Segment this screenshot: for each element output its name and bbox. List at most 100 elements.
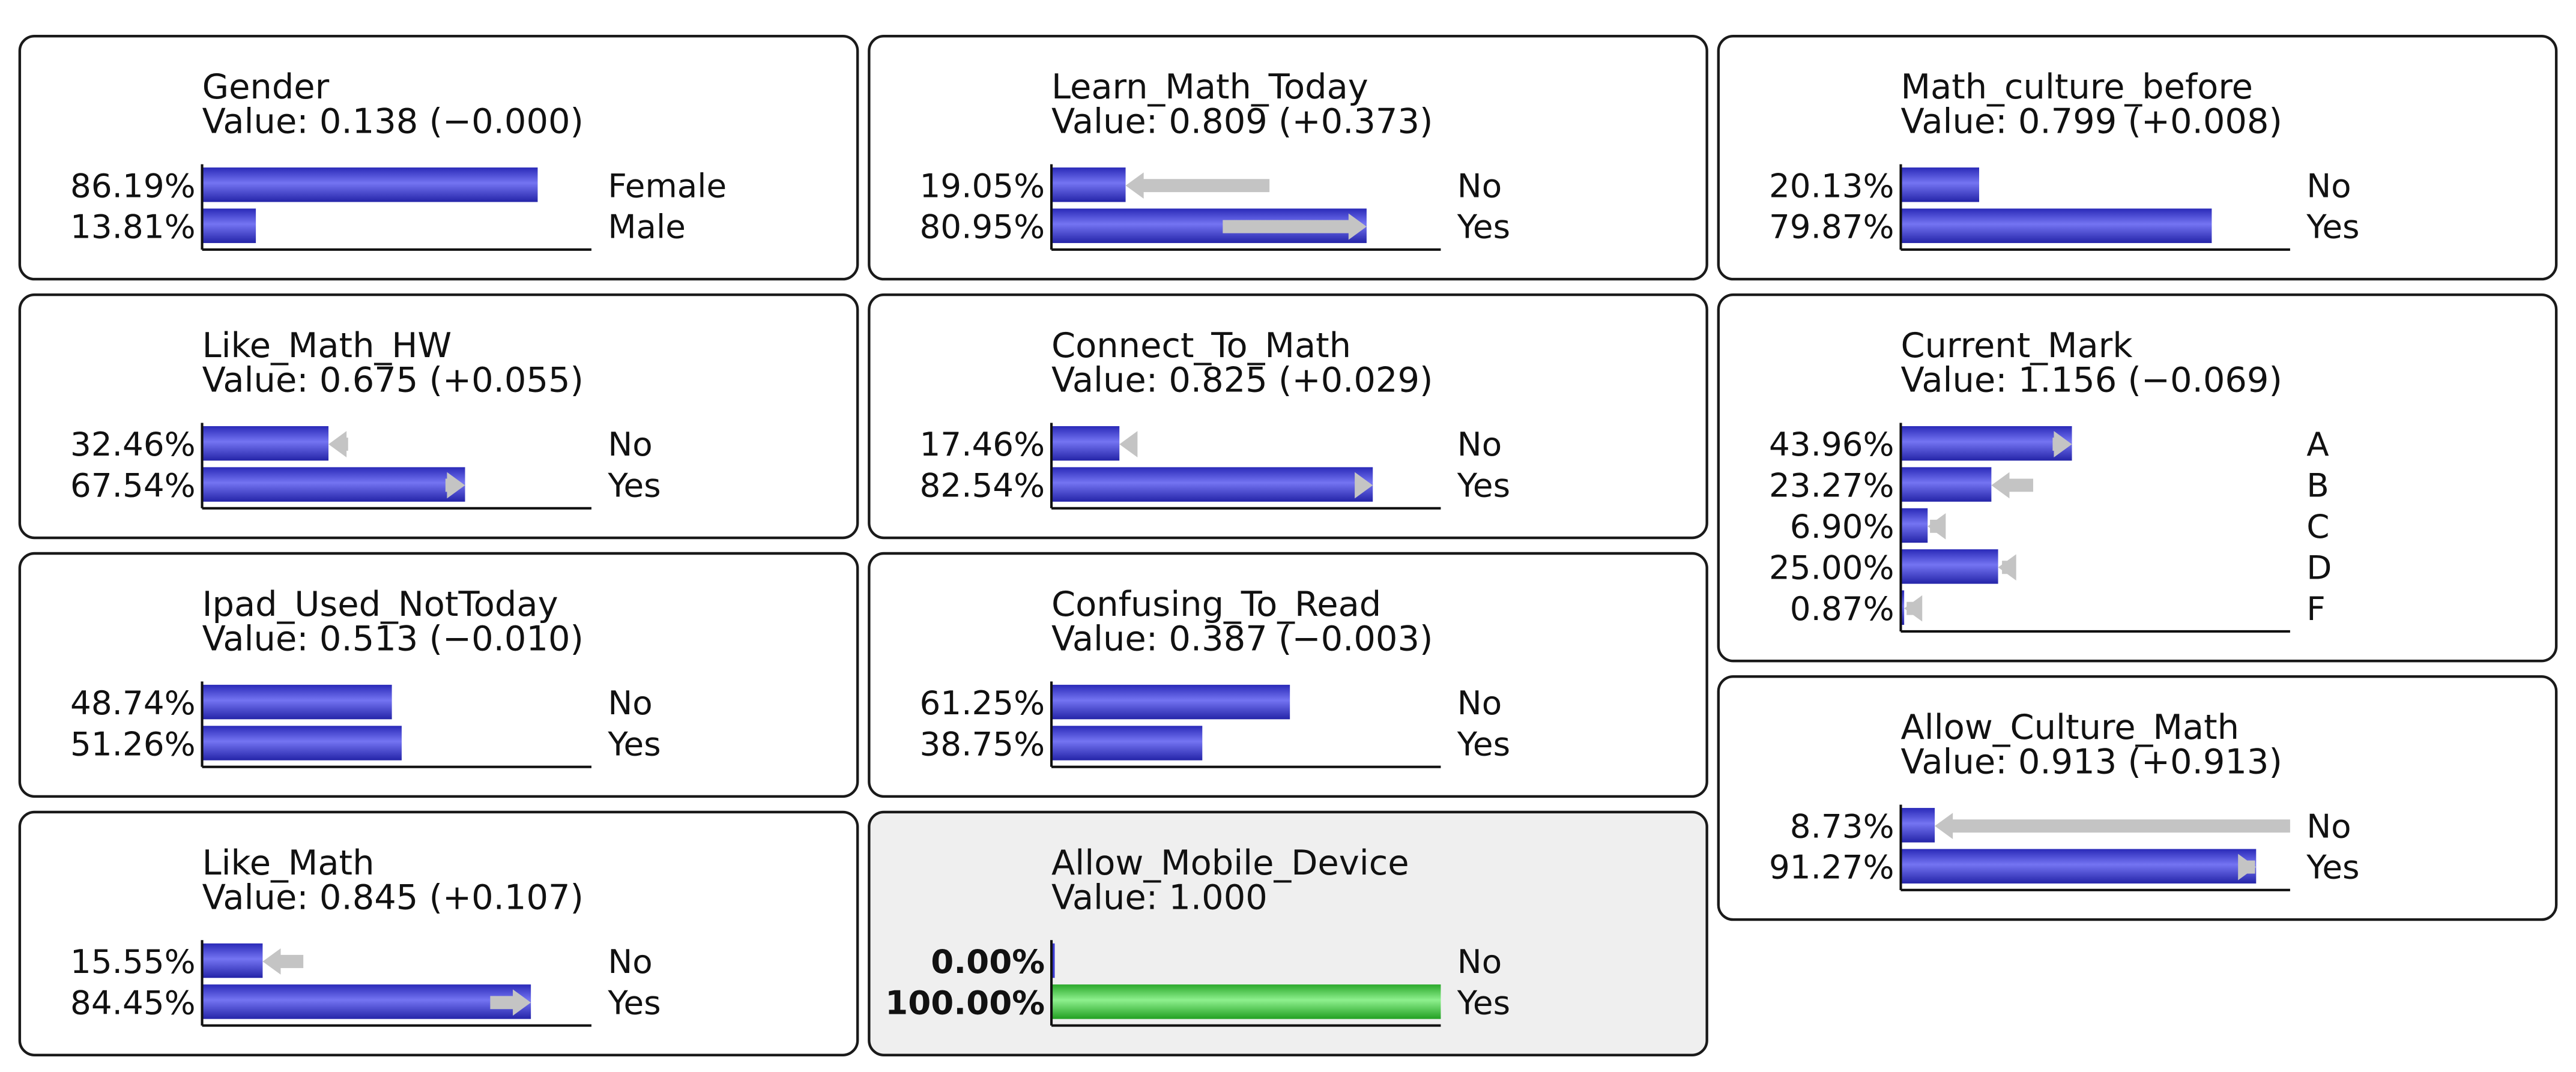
change-arrow bbox=[328, 431, 348, 457]
arrow-head bbox=[1119, 431, 1138, 457]
probability-bar bbox=[1051, 167, 1126, 202]
arrow-head bbox=[2054, 431, 2072, 457]
state-percent: 79.87% bbox=[1769, 208, 1894, 246]
probability-bar bbox=[1900, 808, 1935, 843]
state-percent: 32.46% bbox=[70, 425, 196, 463]
change-arrow bbox=[1998, 554, 2016, 581]
state-percent: 8.73% bbox=[1790, 807, 1894, 845]
state-percent: 100.00% bbox=[885, 983, 1045, 1022]
change-arrow bbox=[1935, 813, 2290, 840]
state-label: No bbox=[1457, 425, 1502, 463]
state-percent: 19.05% bbox=[919, 166, 1045, 205]
probability-bar bbox=[202, 684, 392, 720]
state-label: D bbox=[2306, 548, 2332, 586]
state-label: No bbox=[1457, 684, 1502, 722]
node-value: Value: 0.675 (+0.055) bbox=[202, 360, 584, 400]
arrow-head bbox=[328, 431, 347, 457]
state-percent: 80.95% bbox=[919, 208, 1045, 246]
node-value: Value: 0.799 (+0.008) bbox=[1900, 101, 2282, 142]
probability-bar bbox=[1051, 426, 1120, 461]
change-arrow bbox=[1904, 595, 1923, 622]
state-label: Yes bbox=[607, 725, 661, 763]
node-title: Math_culture_before bbox=[1900, 67, 2253, 107]
state-percent: 86.19% bbox=[70, 166, 196, 205]
probability-bar bbox=[1051, 726, 1203, 760]
state-percent: 15.55% bbox=[70, 942, 196, 981]
state-label: No bbox=[2306, 166, 2351, 205]
state-label: Yes bbox=[607, 983, 661, 1022]
arrow-head bbox=[2238, 854, 2257, 881]
node-title: Current_Mark bbox=[1900, 325, 2133, 366]
arrow-head bbox=[447, 472, 465, 499]
probability-bar bbox=[1900, 208, 2212, 243]
state-percent: 0.00% bbox=[931, 942, 1045, 981]
state-percent: 67.54% bbox=[70, 466, 196, 505]
state-percent: 17.46% bbox=[919, 425, 1045, 463]
node-value: Value: 1.156 (−0.069) bbox=[1900, 360, 2282, 400]
probability-bar bbox=[202, 726, 402, 760]
node-value: Value: 0.913 (+0.913) bbox=[1900, 742, 2282, 782]
state-label: A bbox=[2306, 425, 2329, 463]
state-label: Male bbox=[608, 208, 686, 246]
probability-bar bbox=[1900, 849, 2257, 884]
state-percent: 13.81% bbox=[70, 208, 196, 246]
arrow-head bbox=[1998, 554, 2016, 581]
arrow-head bbox=[262, 948, 281, 975]
node-value: Value: 0.809 (+0.373) bbox=[1051, 101, 1433, 142]
node-title: Like_Math_HW bbox=[202, 325, 452, 366]
node-title: Confusing_To_Read bbox=[1051, 584, 1381, 624]
state-percent: 20.13% bbox=[1769, 166, 1894, 205]
arrow-head bbox=[1991, 472, 2010, 499]
node-value: Value: 0.845 (+0.107) bbox=[202, 877, 584, 917]
change-arrow bbox=[1223, 213, 1367, 240]
probability-bar bbox=[1900, 549, 1998, 584]
probability-bar bbox=[1900, 167, 1980, 202]
state-label: No bbox=[608, 942, 652, 981]
state-label: No bbox=[608, 425, 652, 463]
change-arrow bbox=[262, 948, 304, 975]
state-label: No bbox=[1457, 166, 1502, 205]
node-value: Value: 0.387 (−0.003) bbox=[1051, 618, 1433, 658]
probability-bar bbox=[202, 943, 263, 978]
state-percent: 38.75% bbox=[919, 725, 1045, 763]
state-label: Yes bbox=[607, 466, 661, 505]
node-value: Value: 0.825 (+0.029) bbox=[1051, 360, 1433, 400]
node-title: Allow_Culture_Math bbox=[1900, 707, 2239, 747]
probability-bar bbox=[202, 167, 538, 202]
change-arrow bbox=[2052, 431, 2072, 457]
node-title: Gender bbox=[202, 67, 330, 107]
node-value: Value: 0.513 (−0.010) bbox=[202, 618, 584, 658]
probability-bar bbox=[1900, 467, 1992, 502]
node-value: Value: 1.000 bbox=[1051, 877, 1268, 917]
node-title: Allow_Mobile_Device bbox=[1051, 843, 1409, 883]
change-arrow bbox=[1355, 472, 1373, 499]
state-percent: 23.27% bbox=[1769, 466, 1894, 505]
state-percent: 6.90% bbox=[1790, 507, 1894, 546]
state-percent: 0.87% bbox=[1790, 589, 1894, 628]
state-label: No bbox=[608, 684, 652, 722]
arrow-head bbox=[1935, 813, 1953, 840]
probability-bar bbox=[202, 467, 465, 502]
change-arrow bbox=[445, 472, 465, 499]
state-label: C bbox=[2306, 507, 2329, 546]
probability-bar bbox=[1051, 684, 1290, 720]
state-label: Yes bbox=[1457, 208, 1510, 246]
state-label: Yes bbox=[2306, 208, 2359, 246]
state-percent: 61.25% bbox=[919, 684, 1045, 722]
change-arrow bbox=[2238, 854, 2257, 881]
state-percent: 25.00% bbox=[1769, 548, 1894, 586]
state-percent: 84.45% bbox=[70, 983, 196, 1022]
node-title: Like_Math bbox=[202, 843, 375, 883]
arrow-head bbox=[1904, 595, 1923, 622]
probability-bar bbox=[1900, 508, 1928, 543]
